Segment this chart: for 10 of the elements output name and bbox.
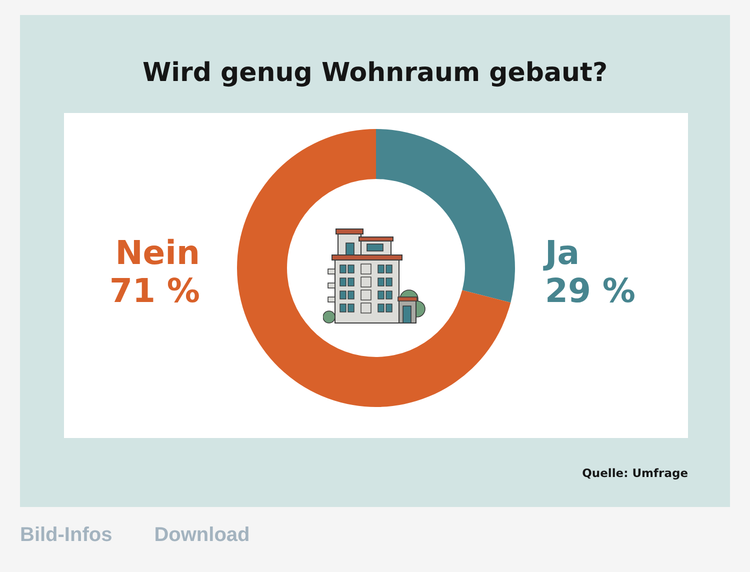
- slice-label: Nein: [115, 233, 200, 272]
- slice-label: Ja: [543, 233, 580, 272]
- donut-slice: [237, 129, 511, 407]
- text: Download: [154, 524, 250, 547]
- chart-title: Wird genug Wohnraum gebaut?: [141, 57, 609, 90]
- donut-slice: [376, 129, 515, 303]
- text: Bild-Infos: [20, 524, 112, 547]
- data-label: 29 %: [545, 271, 636, 310]
- source-note: Quelle: Umfrage: [582, 466, 688, 480]
- data-label: 71 %: [110, 271, 200, 310]
